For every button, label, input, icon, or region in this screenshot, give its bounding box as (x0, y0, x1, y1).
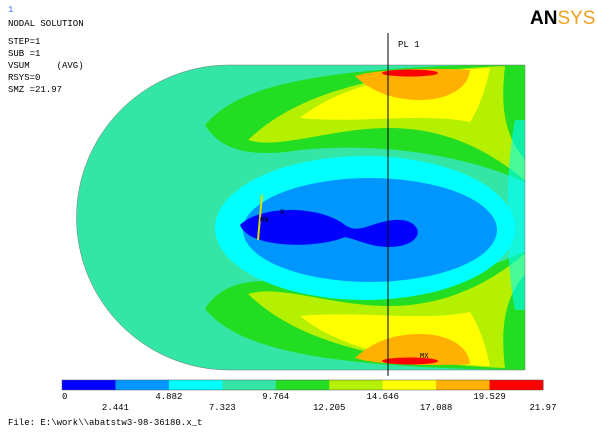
info-line: SMZ =21.97 (8, 85, 62, 95)
legend: 0 2.441 4.882 7.323 9.764 12.205 14.646 17.088 1… (61, 379, 557, 413)
legend-label: 19.529 (473, 392, 505, 402)
max-label: MX (420, 353, 429, 361)
legend-label: 4.882 (155, 392, 182, 402)
legend-label: 14.646 (366, 392, 398, 402)
legend-label: 0 (62, 392, 67, 402)
info-line: SUB =1 (8, 49, 40, 59)
logo-left: AN (530, 8, 557, 29)
legend-swatch (168, 380, 223, 390)
legend-label: 9.764 (262, 392, 289, 402)
legend-swatch (222, 380, 277, 390)
legend-swatch (489, 380, 544, 390)
legend-swatch (275, 380, 330, 390)
window-id: 1 (8, 5, 13, 15)
footer: File: E:\work\\abatstw3-98-36180.x_t (8, 418, 202, 428)
legend-label: 7.323 (209, 403, 236, 413)
legend-label: 12.205 (313, 403, 345, 413)
legend-swatch (436, 380, 491, 390)
info-line: VSUM (AVG) (8, 61, 84, 71)
legend-frame (61, 379, 544, 391)
title: NODAL SOLUTION (8, 19, 84, 29)
legend-label: 21.97 (529, 403, 556, 413)
legend-swatch (329, 380, 384, 390)
legend-swatch (115, 380, 170, 390)
legend-label: 2.441 (102, 403, 129, 413)
path-label: PL 1 (398, 40, 420, 50)
contour-plot (76, 65, 525, 370)
info-line: RSYS=0 (8, 73, 40, 83)
legend-label: 17.088 (420, 403, 452, 413)
logo-right: SYS (557, 8, 595, 29)
info-line: STEP=1 (8, 37, 40, 47)
legend-swatch (382, 380, 437, 390)
axis-label: X (280, 209, 285, 217)
legend-swatch (62, 380, 116, 390)
min-label: MN (260, 217, 268, 225)
logo: ANSYS (530, 8, 595, 29)
